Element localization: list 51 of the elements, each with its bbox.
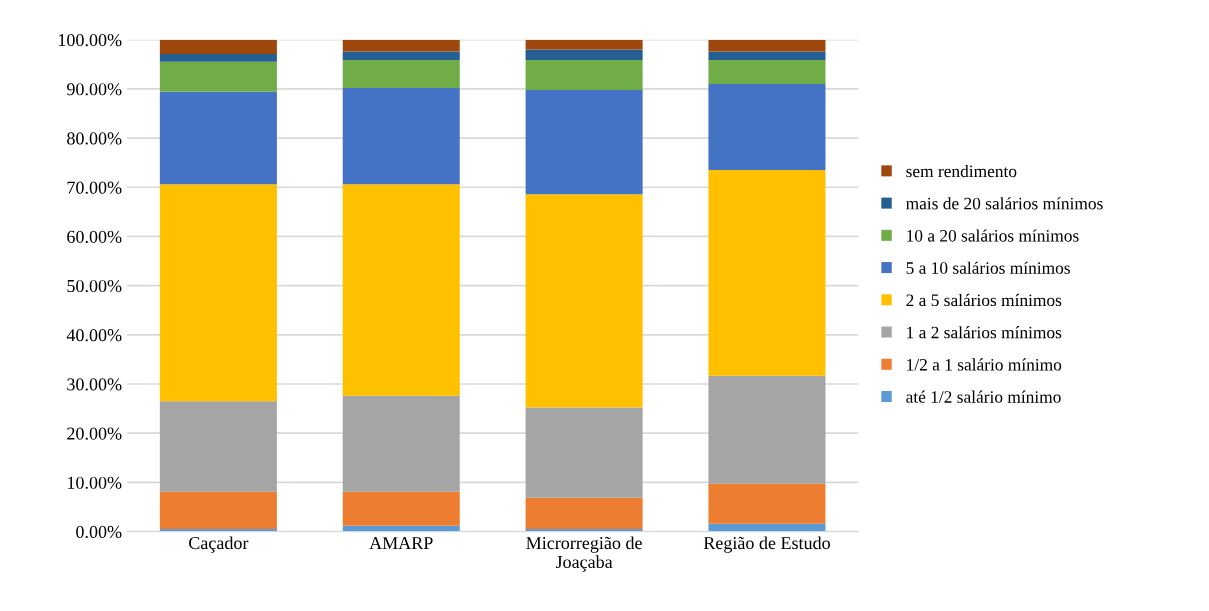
- y-tick-label: 0.00%: [76, 525, 122, 539]
- bar: [525, 49, 643, 60]
- bar: [708, 39, 826, 52]
- y-tick-label: 90.00%: [67, 83, 122, 96]
- bar: [159, 61, 277, 92]
- y-tick-label: 100.00%: [58, 33, 122, 47]
- bar: [708, 59, 826, 84]
- bar: [708, 483, 826, 524]
- y-tick-label: 60.00%: [67, 230, 122, 243]
- bar: [525, 89, 643, 195]
- bar: [525, 59, 643, 90]
- bar: [342, 59, 460, 88]
- bar: [708, 170, 826, 376]
- y-tick-label: 30.00%: [67, 378, 122, 391]
- bar: [525, 39, 643, 50]
- y-tick-label: 70.00%: [67, 181, 122, 194]
- bar: [342, 491, 460, 526]
- bar: [708, 375, 826, 484]
- bar: [159, 491, 277, 530]
- bar: [159, 184, 277, 402]
- bar: [159, 401, 277, 492]
- y-tick-label: 10.00%: [68, 476, 122, 489]
- legend-label: mais de 20 salários mínimos: [906, 197, 1103, 210]
- y-tick-label: 40.00%: [66, 329, 122, 342]
- bar: [525, 194, 643, 408]
- bar: [525, 407, 643, 498]
- x-tick-label: Caçador: [189, 536, 249, 553]
- bar: [708, 51, 826, 60]
- x-tick-label: Microrregião de Joaçaba: [526, 536, 642, 572]
- bar: [159, 39, 277, 54]
- bar: [342, 184, 460, 396]
- legend-label: 10 a 20 salários mínimos: [907, 229, 1079, 242]
- bar: [708, 83, 826, 171]
- y-tick-label: 80.00%: [67, 132, 122, 145]
- legend-label: 1/2 a 1 salário mínimo: [907, 358, 1062, 371]
- bar: [159, 91, 277, 185]
- y-tick-label: 50.00%: [67, 279, 122, 293]
- bar: [342, 51, 460, 60]
- y-tick-label: 20.00%: [67, 427, 122, 440]
- bar: [342, 87, 460, 185]
- x-tick-label: Região de Estudo: [703, 536, 830, 553]
- x-tick-label: AMARP: [369, 537, 433, 549]
- legend-label: sem rendimento: [906, 164, 1017, 178]
- bar: [159, 53, 277, 62]
- bar: [342, 39, 460, 52]
- bar: [342, 395, 460, 492]
- bar: [525, 497, 643, 530]
- legend-label: até 1/2 salário mínimo: [906, 390, 1061, 403]
- legend-label: 2 a 5 salários mínimos: [906, 293, 1062, 307]
- legend-label: 5 a 10 salários mínimos: [906, 261, 1070, 274]
- legend-label: 1 a 2 salários mínimos: [907, 326, 1062, 339]
